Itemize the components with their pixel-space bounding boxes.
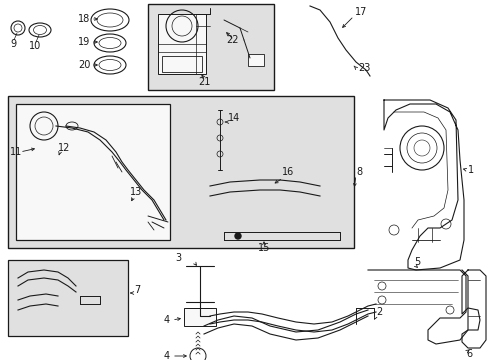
Bar <box>247 54 264 66</box>
Text: 19: 19 <box>78 37 90 47</box>
Bar <box>158 14 205 74</box>
Text: 10: 10 <box>29 41 41 51</box>
Text: 13: 13 <box>130 187 142 197</box>
Bar <box>183 308 216 326</box>
Circle shape <box>235 233 241 239</box>
Bar <box>16 104 170 240</box>
Text: 5: 5 <box>413 257 419 267</box>
Text: 12: 12 <box>58 143 70 153</box>
Text: 23: 23 <box>357 63 369 73</box>
Text: 17: 17 <box>354 7 366 17</box>
Text: 15: 15 <box>257 243 270 253</box>
Text: 16: 16 <box>282 167 294 177</box>
Text: 6: 6 <box>465 349 471 359</box>
Text: 1: 1 <box>467 165 473 175</box>
Text: 2: 2 <box>375 307 382 317</box>
Text: 21: 21 <box>198 77 210 87</box>
Text: 9: 9 <box>10 39 16 49</box>
Text: 4: 4 <box>163 351 170 360</box>
Bar <box>162 56 202 72</box>
Bar <box>8 96 353 248</box>
Text: 18: 18 <box>78 14 90 24</box>
Text: 3: 3 <box>175 253 181 263</box>
Text: 14: 14 <box>227 113 240 123</box>
Bar <box>148 4 273 90</box>
Text: 7: 7 <box>134 285 140 295</box>
Text: 20: 20 <box>78 60 90 70</box>
Text: 22: 22 <box>225 35 238 45</box>
Text: 8: 8 <box>355 167 362 177</box>
Text: 11: 11 <box>10 147 22 157</box>
Bar <box>8 260 128 336</box>
Text: 4: 4 <box>163 315 170 325</box>
